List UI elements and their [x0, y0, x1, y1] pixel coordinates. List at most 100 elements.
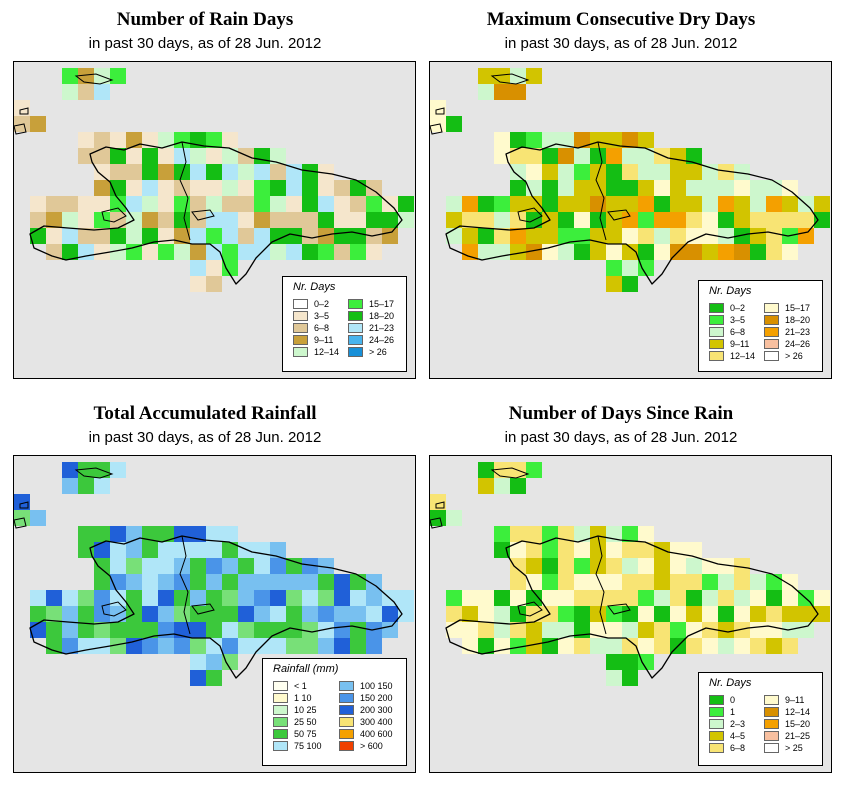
grid-cell: [750, 590, 766, 606]
grid-cell: [206, 196, 222, 212]
grid-cell: [190, 260, 206, 276]
grid-cell: [142, 132, 158, 148]
legend-swatch: [273, 717, 288, 727]
grid-cell: [206, 622, 222, 638]
grid-cell: [206, 244, 222, 260]
grid-cell: [222, 228, 238, 244]
grid-cell: [494, 622, 510, 638]
grid-cell: [286, 164, 302, 180]
grid-cell: [670, 558, 686, 574]
grid-cell: [158, 590, 174, 606]
grid-cell: [766, 212, 782, 228]
grid-cell: [462, 212, 478, 228]
grid-cell: [126, 180, 142, 196]
grid-cell: [510, 606, 526, 622]
grid-cell: [478, 212, 494, 228]
grid-cell: [94, 606, 110, 622]
grid-cell: [638, 212, 654, 228]
legend-label: 200 300: [360, 705, 393, 715]
grid-cell: [238, 228, 254, 244]
grid-cell: [558, 590, 574, 606]
grid-cell: [158, 574, 174, 590]
grid-cell: [654, 212, 670, 228]
grid-cell: [622, 622, 638, 638]
small-islands: [14, 467, 114, 529]
grid-cell: [222, 180, 238, 196]
grid-cell: [366, 574, 382, 590]
legend-item: 300 400: [339, 717, 393, 728]
grid-cell: [238, 558, 254, 574]
legend-item: > 26: [348, 347, 387, 358]
legend-item: 0: [709, 695, 735, 706]
grid-cell: [590, 212, 606, 228]
grid-cell: [606, 558, 622, 574]
grid-cell: [542, 558, 558, 574]
grid-cell: [478, 462, 494, 478]
legend-item: 6–8: [709, 327, 745, 338]
grid-cell: [606, 164, 622, 180]
grid-cell: [574, 542, 590, 558]
legend-label: 50 75: [294, 729, 317, 739]
grid-cell: [270, 574, 286, 590]
grid-cell: [382, 622, 398, 638]
grid-cell: [702, 558, 718, 574]
legend-label: 21–23: [369, 323, 395, 333]
legend-swatch: [764, 695, 779, 705]
grid-cell: [78, 638, 94, 654]
grid-cell: [670, 180, 686, 196]
grid-cell: [734, 622, 750, 638]
legend-swatch: [709, 695, 724, 705]
grid-cell: [494, 244, 510, 260]
grid-cell: [494, 196, 510, 212]
legend-item: 50 75: [273, 729, 317, 740]
grid-cell: [606, 654, 622, 670]
grid-cell: [334, 212, 350, 228]
grid-cell: [238, 180, 254, 196]
grid-cell: [702, 164, 718, 180]
legend-label: 400 600: [360, 729, 393, 739]
grid-cell: [718, 638, 734, 654]
legend-label: 6–8: [730, 327, 746, 337]
grid-cell: [558, 228, 574, 244]
grid-cell: [174, 212, 190, 228]
grid-cell: [558, 164, 574, 180]
grid-cell: [718, 574, 734, 590]
legend-item: 18–20: [348, 311, 394, 322]
grid-cell: [654, 558, 670, 574]
grid-cell: [526, 148, 542, 164]
grid-cell: [126, 542, 142, 558]
grid-cell: [622, 638, 638, 654]
grid-cell: [78, 212, 94, 228]
grid-cell: [158, 196, 174, 212]
grid-cell: [542, 196, 558, 212]
legend-swatch: [764, 351, 779, 361]
grid-cell: [478, 478, 494, 494]
grid-cell: [766, 590, 782, 606]
coastline: [445, 141, 819, 285]
legend-swatch: [709, 327, 724, 337]
grid-cell: [222, 574, 238, 590]
legend-swatch: [764, 707, 779, 717]
grid-cell: [126, 574, 142, 590]
grid-cell: [142, 196, 158, 212]
grid-cell: [46, 638, 62, 654]
grid-cell: [174, 574, 190, 590]
grid-cell: [718, 212, 734, 228]
grid-cell: [494, 212, 510, 228]
grid-cell: [302, 212, 318, 228]
legend-item: 9–11: [293, 335, 333, 346]
panel-title: Number of Days Since Rain: [508, 403, 734, 424]
grid-cell: [350, 180, 366, 196]
legend-label: > 26: [369, 347, 387, 357]
grid-cell: [158, 180, 174, 196]
grid-cell: [110, 164, 126, 180]
legend-swatch: [273, 705, 288, 715]
legend-swatch: [273, 741, 288, 751]
grid-cell: [222, 148, 238, 164]
grid-cell: [622, 228, 638, 244]
grid-cell: [62, 606, 78, 622]
grid-cell: [558, 574, 574, 590]
grid-cell: [94, 244, 110, 260]
grid-cell: [174, 180, 190, 196]
legend-swatch: [709, 731, 724, 741]
